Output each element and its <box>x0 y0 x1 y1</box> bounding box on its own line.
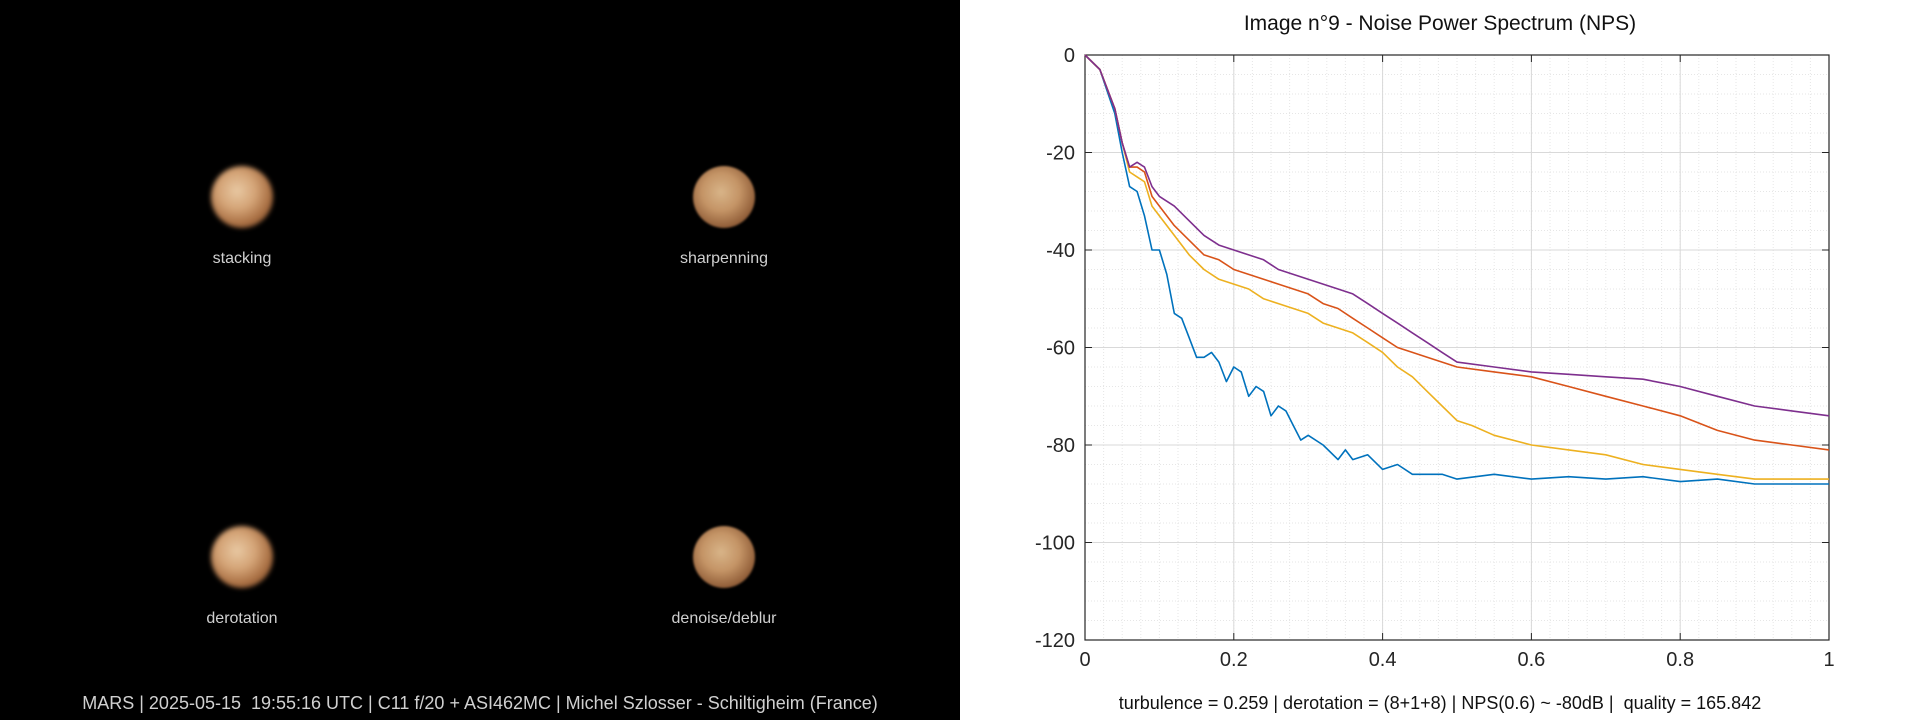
nps-chart: 0 0.2 0.4 0.6 0.8 1 0 -20 -40 -60 -80 -100 -120 <box>1035 45 1835 671</box>
panel-stacking: stacking <box>92 166 392 268</box>
y-tick-label: -40 <box>1046 240 1075 262</box>
x-tick-label: 0.2 <box>1220 649 1248 671</box>
y-tick-label: -80 <box>1046 435 1075 457</box>
chart-footer: turbulence = 0.259 | derotation = (8+1+8… <box>1118 693 1762 713</box>
panel-label-denoise: denoise/deblur <box>671 610 777 627</box>
x-tick-label: 0.8 <box>1666 649 1694 671</box>
y-tick-label: -100 <box>1035 533 1075 555</box>
mars-image-derotation <box>211 526 273 588</box>
mars-image-stacking <box>211 166 273 228</box>
chart-title: Image n°9 - Noise Power Spectrum (NPS) <box>1243 12 1637 35</box>
mars-image-denoise <box>693 526 755 588</box>
image-panel: stacking sharpenning derotation denoise/… <box>0 0 960 720</box>
chart-panel: Image n°9 - Noise Power Spectrum (NPS) 0… <box>960 0 1920 720</box>
panel-sharpening: sharpenning <box>574 166 874 268</box>
panel-label-stacking: stacking <box>212 250 272 267</box>
mars-image-sharpening <box>693 166 755 228</box>
panel-label-derotation: derotation <box>206 610 278 627</box>
y-tick-label: -60 <box>1046 338 1075 360</box>
y-tick-label: -20 <box>1046 143 1075 165</box>
image-caption: MARS | 2025-05-15 19:55:16 UTC | C11 f/2… <box>82 693 878 713</box>
series-line-2 <box>1084 54 1829 480</box>
series-line-1 <box>1084 54 1829 485</box>
y-tick-label: -120 <box>1035 630 1075 652</box>
x-tick-label: 0 <box>1079 649 1090 671</box>
x-tick-label: 0.4 <box>1369 649 1397 671</box>
series-line-4 <box>1084 54 1830 417</box>
x-tick-label: 0.6 <box>1517 649 1545 671</box>
y-tick-label: 0 <box>1064 45 1075 67</box>
panel-label-sharpening: sharpenning <box>679 250 769 267</box>
series-line-3 <box>1084 54 1830 451</box>
panel-derotation: derotation <box>92 526 392 628</box>
panel-denoise: denoise/deblur <box>574 526 874 628</box>
x-tick-label: 1 <box>1823 649 1834 671</box>
